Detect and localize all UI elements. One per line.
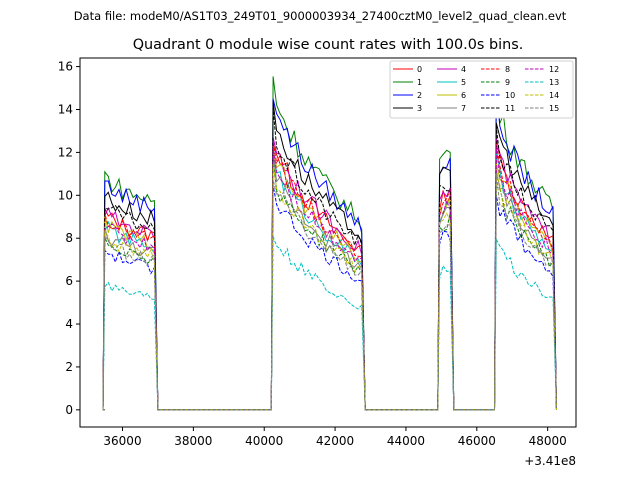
x-offset-label: +3.41e8 [524,454,576,468]
legend-label-8: 8 [505,65,510,74]
x-tick-label: 44000 [387,434,425,448]
x-tick-label: 42000 [316,434,354,448]
series-line-3 [102,101,557,411]
legend-label-2: 2 [417,91,422,100]
x-axis: 36000 38000 40000 42000 44000 46000 48000 [103,427,567,448]
x-tick-label: 40000 [245,434,283,448]
y-tick-label: 0 [65,403,73,417]
legend-label-14: 14 [549,91,559,100]
legend-box [389,60,574,119]
series-line-15 [102,172,557,411]
series-line-12 [102,146,557,411]
y-tick-label: 16 [58,60,73,74]
legend-label-13: 13 [549,78,559,87]
y-tick-label: 14 [58,102,73,116]
y-tick-label: 10 [58,188,73,202]
series-line-2 [102,86,557,411]
legend-label-0: 0 [417,65,422,74]
plot-area [102,76,557,411]
x-tick-label: 38000 [174,434,212,448]
series-line-13 [102,236,557,411]
legend-label-7: 7 [461,104,466,113]
legend-label-10: 10 [505,91,515,100]
series-line-6 [102,150,557,411]
suptitle: Data file: modeM0/AS1T03_249T01_90000039… [74,9,567,23]
x-tick-label: 46000 [458,434,496,448]
legend-label-6: 6 [461,91,466,100]
legend-label-5: 5 [461,78,466,87]
series-line-8 [102,142,557,411]
y-axis: 0 2 4 6 8 10 12 14 16 [58,60,80,417]
series-line-7 [102,152,557,411]
y-tick-label: 8 [65,231,73,245]
y-tick-label: 12 [58,145,73,159]
x-tick-label: 48000 [529,434,567,448]
y-tick-label: 2 [65,360,73,374]
legend-label-1: 1 [417,78,422,87]
legend-label-3: 3 [417,104,422,113]
legend-label-11: 11 [505,104,515,113]
series-line-5 [102,145,557,411]
series-line-0 [102,144,557,411]
series-line-4 [102,137,557,411]
series-line-10 [102,185,557,411]
legend-label-4: 4 [461,65,466,74]
legend-label-12: 12 [549,65,559,74]
x-tick-label: 36000 [103,434,141,448]
series-line-11 [102,108,557,411]
series-line-1 [102,76,557,411]
y-tick-label: 4 [65,317,73,331]
axes-frame [79,57,577,428]
y-tick-label: 6 [65,274,73,288]
legend-label-15: 15 [549,104,559,113]
legend-label-9: 9 [505,78,510,87]
series-line-9 [102,160,557,411]
chart-title: Quadrant 0 module wise count rates with … [133,37,524,53]
